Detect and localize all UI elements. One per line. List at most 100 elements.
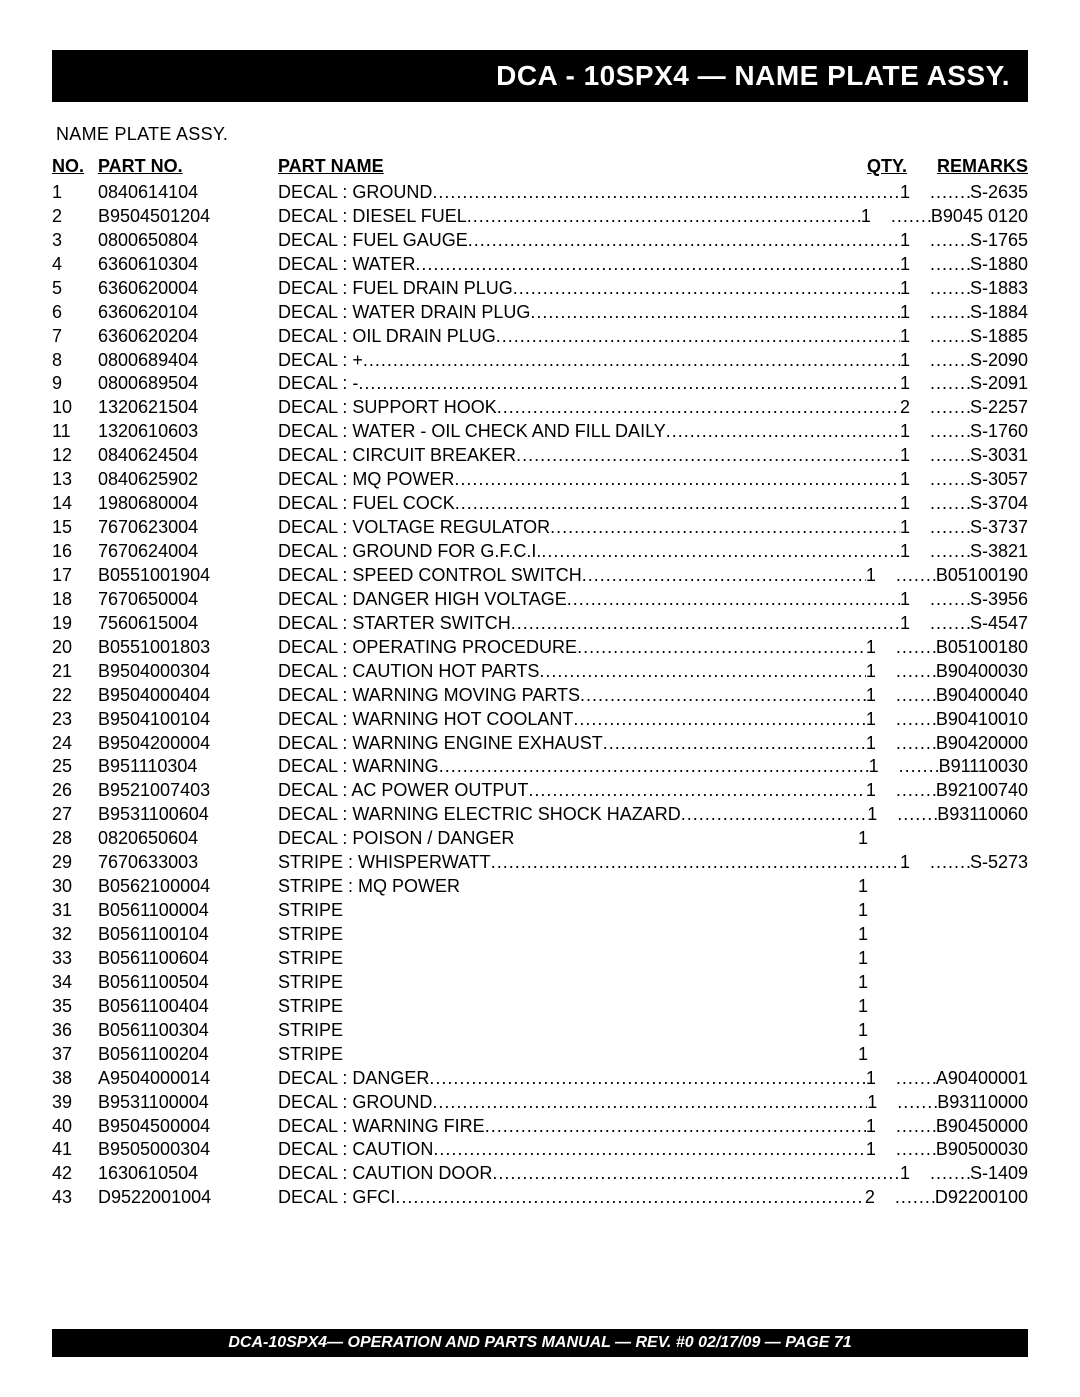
leader-dots bbox=[363, 349, 900, 373]
table-row: 120840624504DECAL : CIRCUIT BREAKER1S-30… bbox=[52, 444, 1028, 468]
cell-partname: STRIPE bbox=[278, 947, 343, 971]
cell-remarks: S-2257 bbox=[970, 396, 1028, 420]
cell-remarks: S-3057 bbox=[970, 468, 1028, 492]
cell-qty: 1 bbox=[900, 229, 930, 253]
cell-no: 36 bbox=[52, 1019, 98, 1043]
table-row: 111320610603DECAL : WATER - OIL CHECK AN… bbox=[52, 420, 1028, 444]
cell-qty: 1 bbox=[900, 301, 930, 325]
table-row: 32B0561100104STRIPE1 bbox=[52, 923, 1028, 947]
cell-partname: DECAL : CIRCUIT BREAKER bbox=[278, 444, 516, 468]
table-row: 27B9531100604DECAL : WARNING ELECTRIC SH… bbox=[52, 803, 1028, 827]
cell-remarks: S-1765 bbox=[970, 229, 1028, 253]
leader-dots bbox=[899, 755, 939, 779]
leader-dots bbox=[930, 253, 970, 277]
leader-dots bbox=[580, 684, 866, 708]
leader-dots bbox=[455, 492, 900, 516]
leader-dots bbox=[582, 564, 866, 588]
cell-partno: B0561100404 bbox=[98, 995, 278, 1019]
cell-partname: DECAL : CAUTION DOOR bbox=[278, 1162, 492, 1186]
table-row: 46360610304DECAL : WATER1S-1880 bbox=[52, 253, 1028, 277]
table-row: 22B9504000404DECAL : WARNING MOVING PART… bbox=[52, 684, 1028, 708]
cell-partname: DECAL : + bbox=[278, 349, 363, 373]
table-row: 157670623004DECAL : VOLTAGE REGULATOR1S-… bbox=[52, 516, 1028, 540]
leader-dots bbox=[896, 1115, 936, 1139]
table-row: 17B0551001904DECAL : SPEED CONTROL SWITC… bbox=[52, 564, 1028, 588]
leader-dots bbox=[891, 205, 931, 229]
table-row: 24B9504200004DECAL : WARNING ENGINE EXHA… bbox=[52, 732, 1028, 756]
leader-dots bbox=[468, 229, 900, 253]
cell-partno: B0551001904 bbox=[98, 564, 278, 588]
section-subtitle: NAME PLATE ASSY. bbox=[56, 124, 1028, 145]
cell-remarks: B93110000 bbox=[937, 1091, 1028, 1115]
cell-partno: 6360610304 bbox=[98, 253, 278, 277]
cell-no: 7 bbox=[52, 325, 98, 349]
cell-no: 12 bbox=[52, 444, 98, 468]
cell-remarks: B90420000 bbox=[936, 732, 1028, 756]
leader-dots bbox=[433, 1138, 866, 1162]
cell-no: 5 bbox=[52, 277, 98, 301]
cell-partname: DECAL : DANGER bbox=[278, 1067, 429, 1091]
cell-qty: 1 bbox=[900, 349, 930, 373]
cell-partname: DECAL : CAUTION bbox=[278, 1138, 433, 1162]
leader-dots bbox=[541, 540, 900, 564]
cell-partname: STRIPE bbox=[278, 1043, 343, 1067]
cell-partname: DECAL : WATER bbox=[278, 253, 415, 277]
cell-no: 4 bbox=[52, 253, 98, 277]
cell-partname: DECAL : - bbox=[278, 372, 358, 396]
table-row: 56360620004DECAL : FUEL DRAIN PLUG1S-188… bbox=[52, 277, 1028, 301]
cell-qty: 1 bbox=[858, 899, 1028, 923]
cell-qty: 1 bbox=[858, 875, 1028, 899]
cell-partno: 6360620104 bbox=[98, 301, 278, 325]
cell-no: 30 bbox=[52, 875, 98, 899]
cell-qty: 1 bbox=[900, 372, 930, 396]
leader-dots bbox=[930, 851, 970, 875]
table-row: 2B9504501204DECAL : DIESEL FUEL1B9045 01… bbox=[52, 205, 1028, 229]
col-header-remarks: REMARKS bbox=[907, 155, 1028, 179]
cell-partname: DECAL : DANGER HIGH VOLTAGE bbox=[278, 588, 567, 612]
table-row: 10840614104DECAL : GROUND1S-2635 bbox=[52, 181, 1028, 205]
cell-partno: B9531100004 bbox=[98, 1091, 278, 1115]
leader-dots bbox=[577, 636, 866, 660]
cell-no: 41 bbox=[52, 1138, 98, 1162]
cell-remarks: B90400030 bbox=[936, 660, 1028, 684]
cell-partno: 7560615004 bbox=[98, 612, 278, 636]
cell-partname: DECAL : FUEL COCK bbox=[278, 492, 455, 516]
cell-partno: B0561100604 bbox=[98, 947, 278, 971]
cell-no: 6 bbox=[52, 301, 98, 325]
table-row: 36B0561100304STRIPE1 bbox=[52, 1019, 1028, 1043]
table-row: 39B9531100004DECAL : GROUND1B93110000 bbox=[52, 1091, 1028, 1115]
cell-partno: 6360620004 bbox=[98, 277, 278, 301]
leader-dots bbox=[930, 229, 970, 253]
leader-dots bbox=[511, 612, 900, 636]
cell-no: 8 bbox=[52, 349, 98, 373]
leader-dots bbox=[930, 420, 970, 444]
cell-qty: 1 bbox=[858, 995, 1028, 1019]
cell-remarks: S-2090 bbox=[970, 349, 1028, 373]
cell-partname: DECAL : CAUTION HOT PARTS bbox=[278, 660, 539, 684]
cell-remarks: S-3821 bbox=[970, 540, 1028, 564]
cell-partno: B951110304 bbox=[98, 755, 278, 779]
cell-remarks: S-2635 bbox=[970, 181, 1028, 205]
cell-qty: 1 bbox=[858, 827, 1028, 851]
cell-partno: 1980680004 bbox=[98, 492, 278, 516]
cell-qty: 1 bbox=[900, 612, 930, 636]
cell-qty: 1 bbox=[900, 181, 930, 205]
cell-no: 15 bbox=[52, 516, 98, 540]
cell-partname: DECAL : OIL DRAIN PLUG bbox=[278, 325, 496, 349]
cell-remarks: S-1883 bbox=[970, 277, 1028, 301]
leader-dots bbox=[530, 301, 900, 325]
cell-partname: DECAL : WATER DRAIN PLUG bbox=[278, 301, 530, 325]
cell-partname: DECAL : SPEED CONTROL SWITCH bbox=[278, 564, 582, 588]
leader-dots bbox=[930, 444, 970, 468]
cell-no: 29 bbox=[52, 851, 98, 875]
cell-qty: 1 bbox=[866, 708, 896, 732]
leader-dots bbox=[930, 325, 970, 349]
cell-partname: DECAL : GROUND bbox=[278, 181, 432, 205]
cell-no: 20 bbox=[52, 636, 98, 660]
leader-dots bbox=[930, 181, 970, 205]
col-header-no: NO. bbox=[52, 155, 98, 179]
cell-remarks: S-1409 bbox=[970, 1162, 1028, 1186]
table-row: 30B0562100004STRIPE : MQ POWER1 bbox=[52, 875, 1028, 899]
cell-partno: B9505000304 bbox=[98, 1138, 278, 1162]
cell-qty: 1 bbox=[866, 1067, 896, 1091]
